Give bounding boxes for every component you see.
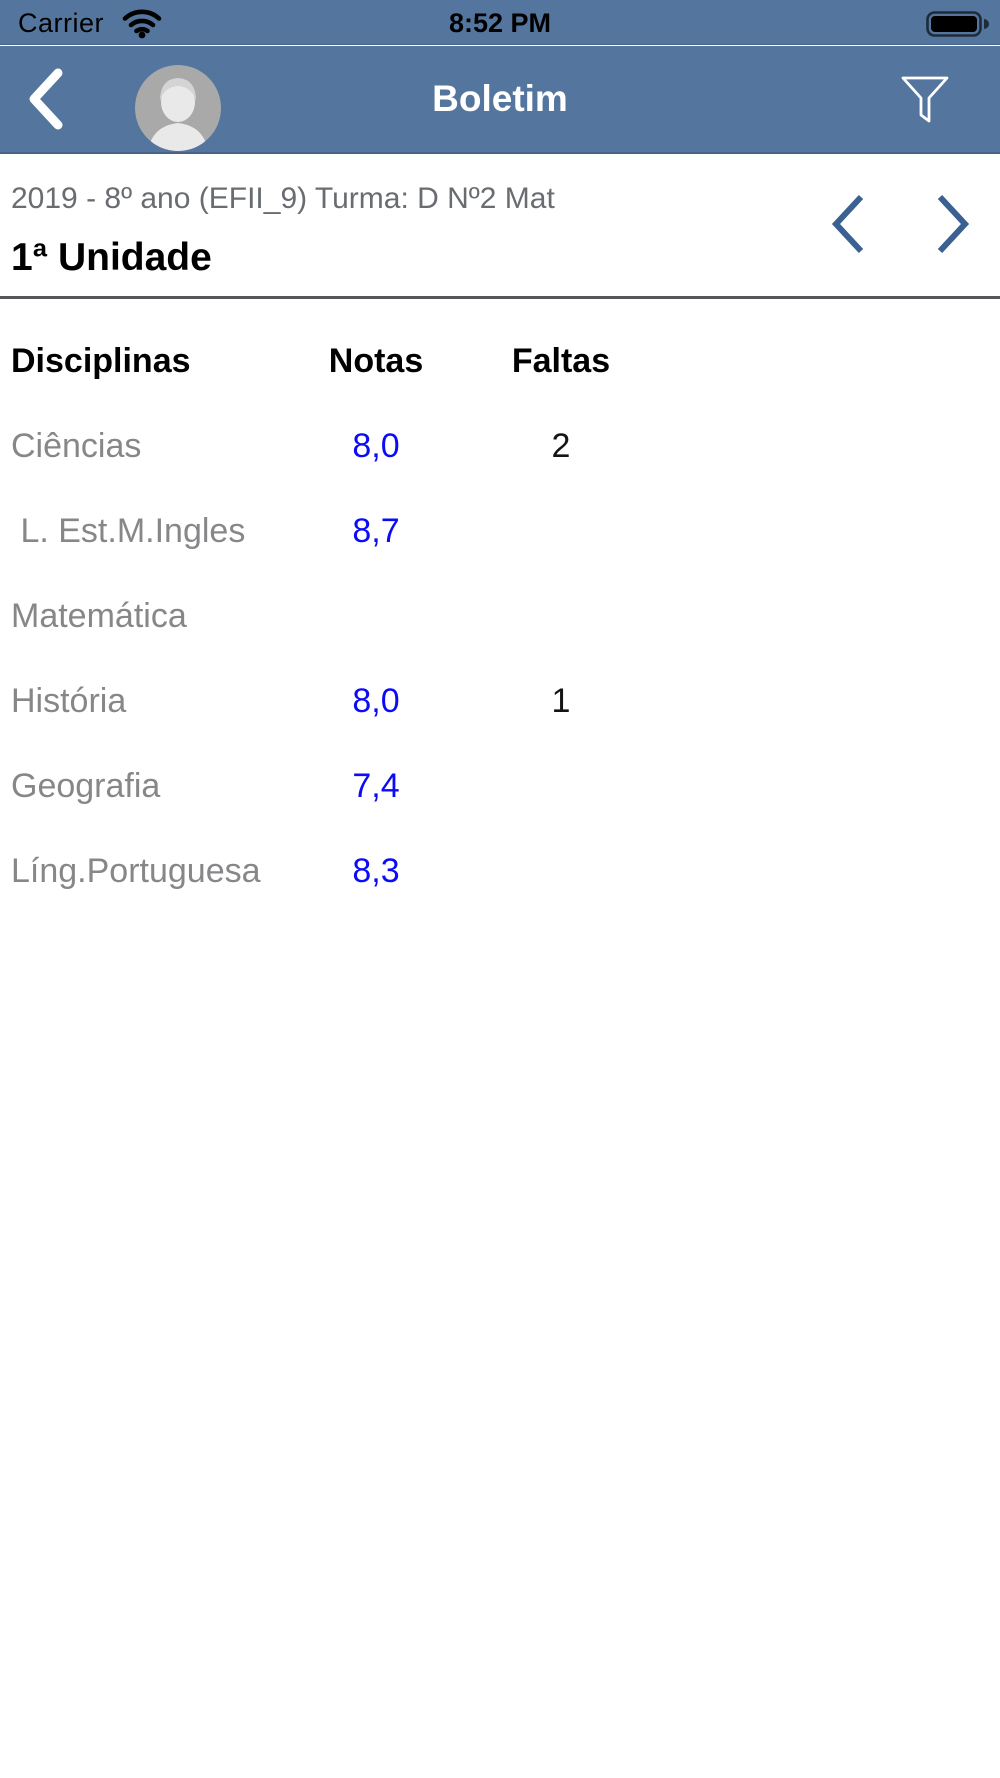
table-row: História 8,0 1: [11, 683, 1000, 720]
discipline-label: Matemática: [11, 597, 187, 635]
header-disciplinas: Disciplinas: [11, 342, 191, 380]
absence-value: [481, 513, 641, 550]
unit-title: 1ª Unidade: [11, 236, 212, 279]
header-notas: Notas: [328, 342, 424, 380]
back-button[interactable]: [28, 68, 64, 130]
discipline-label: Líng.Portuguesa: [11, 852, 261, 890]
wifi-icon: [122, 9, 162, 44]
table-row: Geografia 7,4: [11, 768, 1000, 805]
table-body: Ciências 8,0 2 L. Est.M.Ingles 8,7 Matem…: [11, 428, 1000, 890]
unit-section: 2019 - 8º ano (EFII_9) Turma: D Nº2 Mat …: [0, 0, 1000, 299]
absence-value: [481, 598, 641, 635]
status-bar: Carrier 8:52 PM: [0, 0, 1000, 45]
grade-value[interactable]: 7,4: [352, 767, 400, 805]
grade-value[interactable]: 8,0: [352, 682, 400, 720]
table-row: Ciências 8,0 2: [11, 428, 1000, 465]
class-info: 2019 - 8º ano (EFII_9) Turma: D Nº2 Mat: [11, 182, 555, 215]
absence-value: [481, 768, 641, 805]
absence-value: [481, 853, 641, 890]
next-chevron-icon[interactable]: [936, 194, 970, 254]
section-divider: [0, 296, 1000, 299]
clock: 8:52 PM: [448, 8, 552, 38]
header-faltas: Faltas: [511, 342, 611, 380]
prev-chevron-icon[interactable]: [831, 194, 865, 254]
discipline-label: Geografia: [11, 767, 161, 805]
table-row: Matemática: [11, 598, 1000, 635]
discipline-label: História: [11, 682, 127, 720]
table-row: Líng.Portuguesa 8,3: [11, 853, 1000, 890]
carrier-label: Carrier: [18, 8, 105, 38]
grade-value[interactable]: 8,0: [352, 427, 400, 465]
discipline-label: L. Est.M.Ingles: [11, 512, 246, 550]
grade-value[interactable]: [271, 598, 481, 635]
student-avatar[interactable]: [135, 65, 221, 151]
page-title: Boletim: [432, 78, 568, 119]
filter-icon[interactable]: [900, 75, 950, 125]
grades-table: Disciplinas Notas Faltas Ciências 8,0 2 …: [0, 343, 1000, 890]
table-row: L. Est.M.Ingles 8,7: [11, 513, 1000, 550]
absence-value: 1: [551, 682, 571, 720]
grade-value[interactable]: 8,7: [352, 512, 400, 550]
battery-icon: [926, 11, 990, 42]
grade-value[interactable]: 8,3: [352, 852, 400, 890]
absence-value: 2: [551, 427, 571, 465]
nav-bar: Boletim: [0, 46, 1000, 154]
discipline-label: Ciências: [11, 427, 142, 465]
unit-pager: [831, 194, 970, 254]
table-header-row: Disciplinas Notas Faltas: [11, 343, 1000, 380]
